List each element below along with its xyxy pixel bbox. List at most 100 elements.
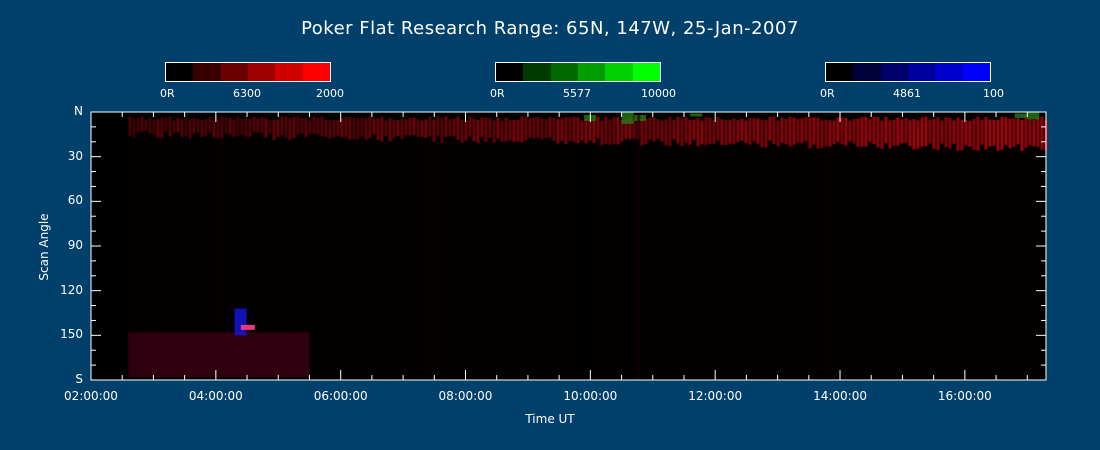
colorbar-segment	[496, 63, 524, 81]
red-emission-band	[528, 118, 532, 138]
keogram-stripe	[812, 112, 815, 380]
keogram-stripe	[696, 112, 699, 380]
red-emission-band	[664, 119, 668, 146]
keogram-stripe	[952, 112, 955, 380]
keogram-stripe	[980, 112, 983, 380]
red-emission-band	[908, 120, 912, 147]
red-emission-band	[228, 118, 232, 135]
keogram-stripe	[184, 112, 187, 380]
red-emission-band	[948, 117, 952, 149]
keogram-stripe	[400, 112, 403, 380]
keogram-stripe	[600, 112, 603, 380]
red-emission-band	[708, 118, 712, 144]
red-emission-band	[156, 119, 160, 138]
red-emission-band	[764, 120, 768, 148]
red-emission-band	[668, 117, 672, 147]
keogram-stripe	[404, 112, 407, 380]
red-emission-band	[992, 119, 996, 146]
red-emission-band	[472, 118, 476, 142]
keogram-stripe	[364, 112, 367, 380]
red-emission-band	[844, 117, 848, 146]
red-emission-band	[792, 117, 796, 145]
keogram-stripe	[800, 112, 803, 380]
keogram-stripe	[384, 112, 387, 380]
red-emission-band	[728, 120, 732, 144]
red-emission-band	[524, 116, 528, 141]
keogram-stripe	[788, 112, 791, 380]
keogram-stripe	[912, 112, 915, 380]
keogram-stripe	[656, 112, 659, 380]
red-emission-band	[316, 117, 320, 135]
keogram-stripe	[492, 112, 495, 380]
south-emission-region	[128, 332, 310, 378]
red-emission-band	[848, 120, 852, 142]
keogram-stripe	[168, 112, 171, 380]
keogram-stripe	[1032, 112, 1035, 380]
keogram-stripe	[796, 112, 799, 380]
red-emission-band	[308, 120, 312, 134]
red-emission-band	[676, 116, 680, 144]
red-emission-band	[604, 116, 608, 144]
y-tick-label: S	[75, 372, 83, 386]
keogram-stripe	[552, 112, 555, 380]
keogram-stripe	[712, 112, 715, 380]
keogram-stripe	[212, 112, 215, 380]
red-emission-band	[132, 118, 136, 138]
red-emission-band	[476, 119, 480, 144]
keogram-stripe	[352, 112, 355, 380]
red-emission-band	[516, 119, 520, 142]
keogram-stripe	[752, 112, 755, 380]
red-emission-band	[412, 117, 416, 135]
keogram-stripe	[316, 112, 319, 380]
keogram-stripe	[624, 112, 627, 380]
keogram-stripe	[564, 112, 567, 380]
red-emission-band	[496, 117, 500, 139]
colorbar-5577	[495, 62, 661, 82]
red-emission-band	[172, 120, 176, 134]
x-tick-label: 16:00:00	[937, 389, 992, 403]
red-emission-band	[936, 117, 940, 151]
red-emission-band	[748, 118, 752, 145]
keogram-stripe	[408, 112, 411, 380]
red-emission-band	[584, 119, 588, 144]
keogram-stripe	[536, 112, 539, 380]
keogram-stripe	[680, 112, 683, 380]
red-emission-band	[816, 117, 820, 149]
keogram-stripe	[324, 112, 327, 380]
red-emission-band	[812, 117, 816, 145]
keogram-stripe	[488, 112, 491, 380]
keogram-stripe	[1004, 112, 1007, 380]
keogram-stripe	[572, 112, 575, 380]
red-emission-band	[772, 116, 776, 144]
keogram-stripe	[936, 112, 939, 380]
keogram-stripe	[344, 112, 347, 380]
keogram-stripe	[728, 112, 731, 380]
red-emission-band	[544, 119, 548, 139]
keogram-stripe	[608, 112, 611, 380]
red-emission-band	[444, 116, 448, 138]
red-emission-band	[332, 119, 336, 138]
keogram-stripe	[576, 112, 579, 380]
keogram-stripe	[756, 112, 759, 380]
red-emission-band	[656, 119, 660, 139]
red-emission-band	[760, 119, 764, 148]
colorbar-segment	[907, 63, 936, 81]
keogram-stripe	[780, 112, 783, 380]
red-emission-band	[220, 116, 224, 139]
keogram-stripe	[300, 112, 303, 380]
keogram-stripe	[904, 112, 907, 380]
red-emission-band	[580, 120, 584, 141]
red-emission-band	[832, 120, 836, 145]
red-emission-band	[276, 119, 280, 138]
keogram-stripe	[724, 112, 727, 380]
keogram-stripe	[652, 112, 655, 380]
keogram-stripe	[944, 112, 947, 380]
red-emission-band	[552, 117, 556, 141]
red-emission-band	[128, 116, 132, 136]
red-emission-band	[152, 119, 156, 135]
keogram-stripe	[320, 112, 323, 380]
keogram-stripe	[448, 112, 451, 380]
keogram-stripe	[992, 112, 995, 380]
red-emission-band	[292, 117, 296, 139]
red-emission-band	[608, 119, 612, 145]
